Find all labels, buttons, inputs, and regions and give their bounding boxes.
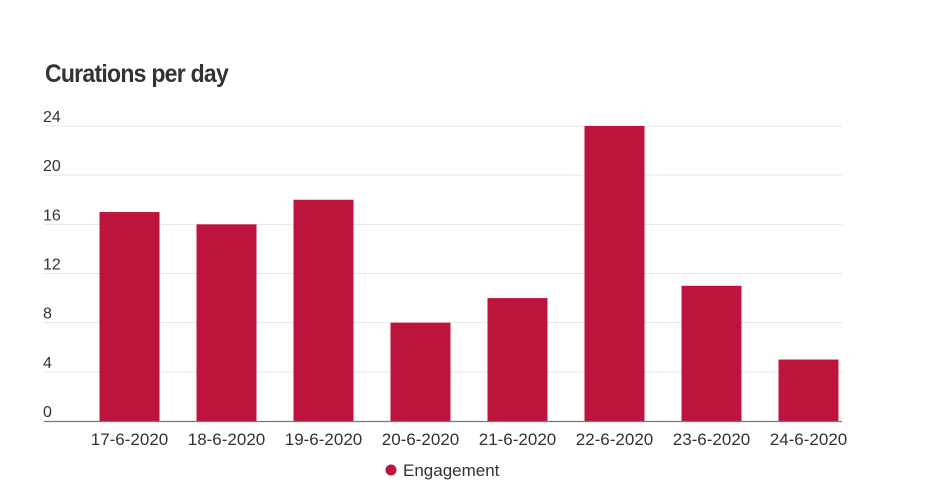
legend[interactable]: Engagement <box>385 461 500 480</box>
bar[interactable] <box>681 285 742 421</box>
x-tick-label: 20-6-2020 <box>382 430 460 449</box>
y-tick-label: 4 <box>43 355 52 372</box>
y-tick-label: 20 <box>43 158 61 175</box>
legend-marker[interactable] <box>385 464 397 476</box>
y-tick-label: 24 <box>43 109 61 126</box>
bar[interactable] <box>584 126 645 421</box>
x-tick-label: 23-6-2020 <box>673 430 751 449</box>
bar[interactable] <box>99 212 160 421</box>
x-tick-label: 18-6-2020 <box>188 430 266 449</box>
bar-layer <box>99 126 839 421</box>
chart-title: Curations per day <box>45 60 229 88</box>
x-tick-label: 22-6-2020 <box>576 430 654 449</box>
x-tick-label: 21-6-2020 <box>479 430 557 449</box>
bar[interactable] <box>487 298 548 421</box>
x-tick-label: 17-6-2020 <box>91 430 169 449</box>
y-tick-label: 8 <box>43 306 52 323</box>
y-tick-label: 12 <box>43 257 61 274</box>
legend-label[interactable]: Engagement <box>403 461 500 480</box>
x-axis: 17-6-2020 18-6-2020 19-6-2020 20-6-2020 21-6… <box>91 430 848 449</box>
bar[interactable] <box>196 224 257 421</box>
y-axis: 0 4 8 12 16 20 24 <box>43 109 61 421</box>
bar[interactable] <box>390 322 451 421</box>
y-tick-label: 16 <box>43 207 61 224</box>
y-tick-label: 0 <box>43 404 52 421</box>
x-tick-label: 24-6-2020 <box>770 430 848 449</box>
x-tick-label: 19-6-2020 <box>285 430 363 449</box>
bar[interactable] <box>778 359 839 421</box>
bar[interactable] <box>293 199 354 421</box>
